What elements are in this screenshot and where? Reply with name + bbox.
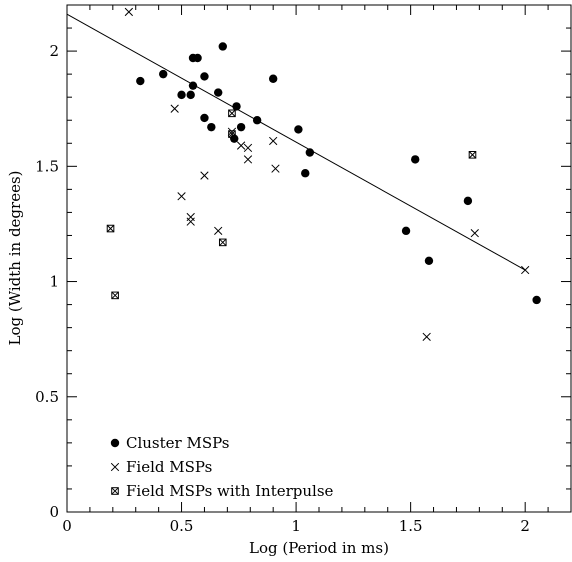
point-field-msps-with-interpulse [106, 224, 115, 233]
point-cluster-msps [136, 76, 145, 86]
y-tick-label: 0 [49, 503, 59, 521]
point-cluster-msps [305, 148, 315, 157]
point-cluster-msps [411, 155, 420, 164]
point-field-msps [124, 7, 134, 17]
tick-labels: 0 0.5 1 1.5 2 0 0.5 1 1.5 2 [35, 42, 530, 535]
legend-label-field-msps-interpulse: Field MSPs with Interpulse [126, 482, 334, 500]
point-field-msps [470, 228, 479, 238]
point-field-msps [186, 217, 195, 226]
point-cluster-msps [301, 169, 310, 178]
x-tick-label: 1 [291, 517, 301, 535]
point-field-msps-with-interpulse [228, 130, 236, 138]
legend: Cluster MSPs Field MSPs Field MSPs with … [110, 434, 334, 500]
legend-marker-field-msps [110, 462, 120, 472]
point-cluster-msps [232, 102, 241, 111]
point-cluster-msps [186, 90, 195, 100]
point-cluster-msps [294, 125, 303, 134]
point-field-msps [170, 104, 179, 113]
legend-item-field-msps: Field MSPs [110, 458, 212, 476]
point-cluster-msps [424, 256, 434, 266]
point-field-msps [200, 171, 209, 180]
legend-symbol-field-msps [110, 462, 120, 472]
point-field-msps [227, 127, 237, 136]
legend-marker-field-msps-interpulse [111, 487, 119, 495]
point-field-msps [214, 226, 223, 235]
point-cluster-msps [401, 226, 411, 236]
point-field-msps [177, 192, 186, 201]
y-tick-label: 0.5 [35, 388, 59, 406]
point-cluster-msps [230, 134, 239, 143]
legend-symbol-cluster-msps [110, 438, 120, 448]
point-field-msps [243, 155, 253, 164]
legend-label-field-msps: Field MSPs [126, 458, 212, 476]
point-field-msps-with-interpulse [228, 109, 236, 118]
point-field-msps [422, 332, 431, 342]
point-field-msps-with-interpulse [218, 238, 227, 247]
point-cluster-msps [252, 116, 262, 125]
legend-label-cluster-msps: Cluster MSPs [126, 434, 230, 452]
point-cluster-msps [200, 113, 209, 123]
point-cluster-msps [236, 122, 246, 132]
x-tick-label: 0.5 [170, 517, 194, 535]
point-cluster-msps [268, 74, 278, 83]
y-tick-label: 2 [49, 42, 59, 60]
point-field-msps [271, 164, 280, 173]
x-tick-label: 0 [62, 517, 72, 535]
legend-item-cluster-msps: Cluster MSPs [110, 434, 230, 452]
legend-marker-cluster-msps [110, 438, 120, 448]
legend-symbol-field-msps-with-interpulse [111, 487, 119, 495]
y-tick-label: 1 [49, 273, 59, 291]
point-cluster-msps [463, 196, 473, 206]
point-field-msps [186, 212, 195, 222]
point-field-msps-with-interpulse [111, 291, 119, 300]
point-field-msps-with-interpulse [468, 150, 477, 159]
y-axis-label: Log (Width in degrees) [6, 170, 24, 345]
point-cluster-msps [207, 122, 216, 132]
point-cluster-msps [177, 90, 186, 100]
point-field-msps [236, 141, 246, 150]
point-field-msps [269, 136, 278, 146]
legend-item-field-msps-interpulse: Field MSPs with Interpulse [111, 482, 334, 500]
point-cluster-msps [532, 295, 541, 305]
point-field-msps [243, 143, 253, 153]
point-cluster-msps [159, 69, 168, 79]
point-cluster-msps [214, 88, 223, 97]
tick-marks [66, 4, 572, 513]
x-tick-label: 1.5 [399, 517, 423, 535]
fit-line [66, 13, 526, 271]
y-tick-label: 1.5 [35, 157, 59, 175]
point-field-msps [521, 265, 530, 275]
x-axis-label: Log (Period in ms) [249, 539, 389, 557]
x-tick-label: 2 [520, 517, 530, 535]
point-cluster-msps [218, 42, 227, 51]
data-points [106, 7, 541, 342]
point-cluster-msps [200, 72, 209, 81]
point-cluster-msps [193, 53, 202, 63]
point-cluster-msps [188, 81, 198, 90]
